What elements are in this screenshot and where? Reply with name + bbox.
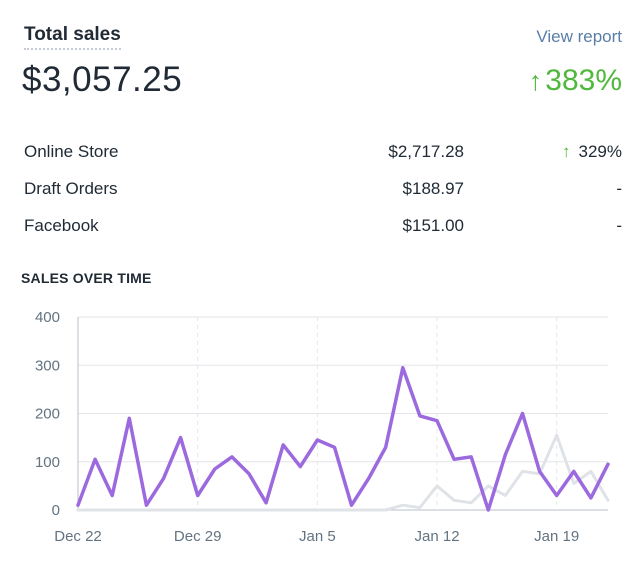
- y-tick-label: 300: [35, 357, 60, 374]
- channel-amount: $151.00: [402, 216, 464, 235]
- y-tick-label: 100: [35, 454, 60, 471]
- channel-name: Online Store: [24, 142, 119, 161]
- y-tick-label: 200: [35, 406, 60, 423]
- x-tick-label: Jan 5: [299, 528, 336, 545]
- channel-name: Facebook: [24, 216, 99, 235]
- up-arrow-icon: ↑: [562, 142, 571, 161]
- total-change-indicator: ↑ 383%: [529, 64, 622, 98]
- breakdown-row-facebook: Facebook $151.00 -: [24, 208, 622, 245]
- x-tick-label: Dec 22: [54, 528, 102, 545]
- channel-amount: $188.97: [402, 179, 464, 198]
- view-report-link[interactable]: View report: [536, 27, 622, 46]
- x-tick-label: Jan 19: [534, 528, 579, 545]
- sales-over-time-heading: SALES OVER TIME: [21, 270, 152, 286]
- channel-change: -: [616, 216, 622, 235]
- y-tick-label: 400: [35, 309, 60, 326]
- channel-change: ↑ 329%: [562, 142, 622, 162]
- breakdown-row-draft-orders: Draft Orders $188.97 -: [24, 171, 622, 208]
- total-sales-value: $3,057.25: [22, 60, 183, 99]
- x-tick-label: Jan 12: [415, 528, 460, 545]
- channel-amount: $2,717.28: [388, 142, 464, 161]
- total-change-percent: 383%: [545, 64, 622, 97]
- channel-name: Draft Orders: [24, 179, 118, 198]
- breakdown-row-online-store: Online Store $2,717.28 ↑ 329%: [24, 134, 622, 171]
- card-title: Total sales: [24, 24, 121, 50]
- sales-breakdown-list: Online Store $2,717.28 ↑ 329% Draft Order…: [24, 134, 622, 245]
- y-tick-label: 0: [52, 502, 60, 519]
- sales-over-time-chart: 0 100 200 300 400 Dec 22 Dec 29 Jan 5 Jan 12 Jan …: [35, 309, 610, 545]
- channel-change: -: [616, 179, 622, 198]
- up-arrow-icon: ↑: [528, 65, 543, 96]
- channel-change-percent: 329%: [578, 142, 622, 161]
- previous-period-line: [76, 433, 610, 512]
- current-period-line: [76, 365, 610, 512]
- x-tick-label: Dec 29: [174, 528, 222, 545]
